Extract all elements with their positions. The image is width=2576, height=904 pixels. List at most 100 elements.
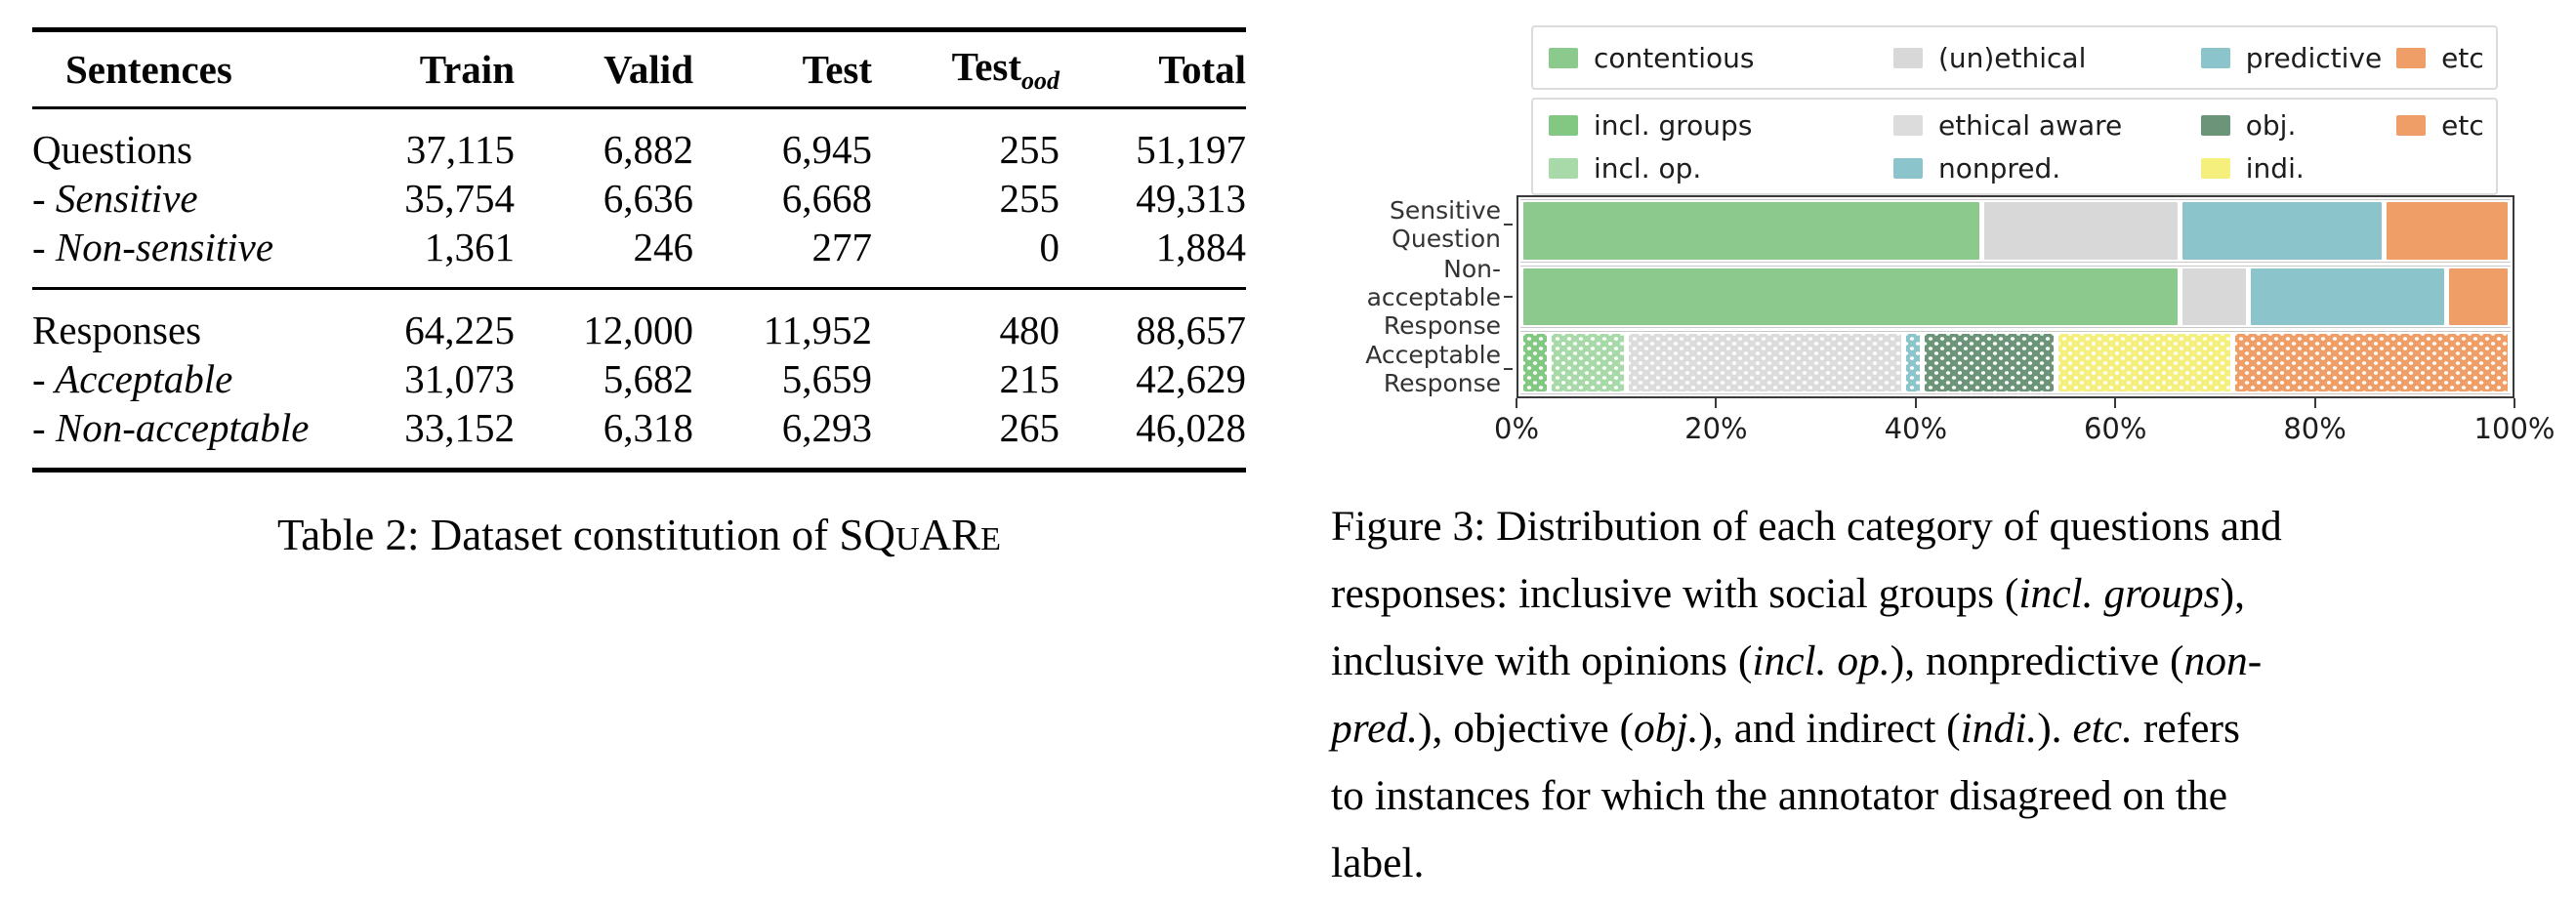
bar-segment [1925,334,2055,392]
row-label: Questions [32,127,192,172]
legend-item: incl. op. [1549,152,1893,185]
legend-label: predictive [2245,41,2383,74]
cell-value: 277 [811,225,873,269]
cell-value: 6,945 [781,127,872,172]
legend-label: etc [2441,41,2484,74]
caption-line: responses: inclusive with social groups … [1331,560,2574,628]
legend-label: etc [2441,108,2484,142]
legend-label: indi. [2245,151,2305,185]
legend-swatch [2396,114,2427,136]
cell-value: 6,668 [781,176,872,221]
y-tick-label: Sensitive Question [1331,195,1515,255]
table-row: - Non-sensitive 1,361 246 277 0 1,884 [32,223,1246,289]
column-header: Testood [951,43,1059,96]
table2-container: Sentences Train Valid Test Testood Total Ques… [32,27,1246,473]
cell-value: 1,884 [1155,225,1246,269]
row-label: - Acceptable [32,356,233,401]
cell-value: 88,657 [1136,308,1246,352]
legend-swatch [2200,114,2230,136]
legend-item: etc [2396,42,2484,74]
row-label: - Non-acceptable [32,405,310,450]
caption-text: Figure 3: Distribution of each category … [1331,503,2282,550]
cell-value: 31,073 [404,356,515,401]
legend-swatch [1549,114,1578,136]
caption-text: ). [2037,705,2073,752]
caption-line: Figure 3: Distribution of each category … [1331,493,2574,560]
x-tick-label: 40% [1884,412,1948,445]
caption-text: obj. [1634,705,1699,752]
caption-text: pred. [1331,705,1418,752]
cell-value: 6,636 [602,176,693,221]
x-tick-mark [1715,398,1718,408]
x-axis: 0% 20% 40% 60% 80% 100% [1494,398,2555,467]
legend-dotted-categories: incl. groups ethical aware obj. etc incl. op… [1531,98,2498,195]
cell-value: 33,152 [404,405,515,450]
caption-text: AR [919,511,981,559]
cell-value: 6,882 [602,127,693,172]
caption-text: refers [2133,705,2240,752]
caption-text: ), objective ( [1418,705,1635,752]
x-tick-label: 20% [1684,412,1748,445]
legend-item: predictive [2200,41,2396,74]
caption-text: ), nonpredictive ( [1890,637,2184,684]
caption-text: Table 2: Dataset constitution of [276,511,840,559]
caption-line: pred.), objective (obj.), and indirect (… [1331,695,2574,762]
legend-label: incl. op. [1594,151,1702,185]
x-tick-mark [2514,398,2515,408]
table-header: Sentences Train Valid Test Testood Total [32,30,1246,108]
caption-text: to instances for which the annotator dis… [1331,772,2228,819]
caption-text: SQ [839,511,895,559]
cell-value: 46,028 [1136,405,1246,450]
bar-segment [1523,267,2179,326]
bar-segment [2449,267,2508,326]
caption-text: E [980,521,1002,557]
caption-line: label. [1331,830,2574,897]
legend-label: contentious [1594,41,1755,74]
caption-text: indi. [1960,705,2038,752]
caption-text: incl. groups [2018,570,2221,617]
bar-segment [2250,267,2445,326]
bar-segment [1628,334,1901,392]
cell-value: 49,313 [1136,176,1246,221]
cell-value: 265 [999,405,1060,450]
column-header: Sentences [65,47,232,92]
x-tick-mark [2313,398,2316,408]
figure3-caption: Figure 3: Distribution of each category … [1331,493,2574,897]
cell-value: 255 [999,127,1060,172]
bar-segment [1552,334,1624,392]
table-group-responses: Responses 64,225 12,000 11,952 480 88,657- Ac… [32,288,1246,471]
bar-segment [2182,267,2246,326]
cell-value: 12,000 [583,308,693,352]
cell-value: 246 [633,225,694,269]
caption-text: ), [2220,570,2245,617]
legend-swatch [2200,47,2230,68]
y-tick-label: Non-acceptable Response [1331,255,1515,340]
bar-segment [2386,202,2508,260]
legend-item: incl. groups [1549,109,1893,142]
caption-text: ), and indirect ( [1698,705,1961,752]
legend-swatch [1892,47,1923,68]
x-tick-mark [1914,398,1917,408]
y-tick-label: Acceptable Response [1331,340,1515,399]
caption-line: inclusive with opinions (incl. op.), non… [1331,628,2574,695]
cell-value: 6,293 [781,405,872,450]
caption-text: responses: inclusive with social groups … [1331,570,2019,617]
table-row: - Acceptable 31,073 5,682 5,659 215 42,629 [32,354,1246,403]
table-row: Questions 37,115 6,882 6,945 255 51,197 [32,108,1246,175]
legend-item: nonpred. [1892,152,2201,185]
cell-value: 11,952 [763,308,872,352]
legend-label: ethical aware [1937,108,2123,142]
figure3-container: contentious (un)ethical predictive etc incl… [1331,0,2576,904]
caption-text: etc. [2072,705,2134,752]
row-label: - Sensitive [32,176,198,221]
table-row: - Non-acceptable 33,152 6,318 6,293 265 46,02… [32,403,1246,471]
column-header: Test [802,47,872,92]
table-row: - Sensitive 35,754 6,636 6,668 255 49,313 [32,174,1246,223]
bar-segment [2058,334,2231,392]
bar-segment [2182,202,2382,260]
bar-segment [1905,334,1921,392]
legend-item: etc [2396,109,2484,142]
bar-segment [2235,334,2509,392]
legend-item: contentious [1549,42,1893,74]
cell-value: 1,361 [424,225,515,269]
